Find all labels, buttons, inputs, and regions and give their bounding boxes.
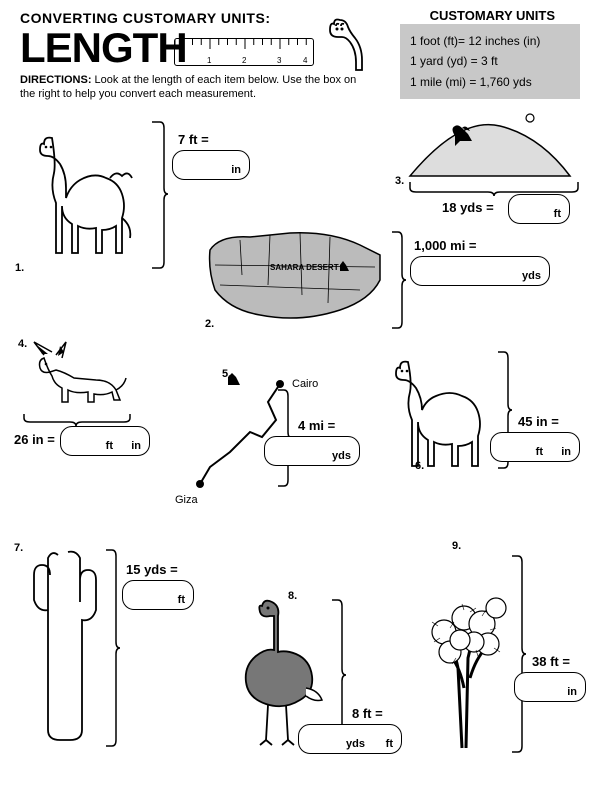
answer-box[interactable]: ft in [490,432,580,462]
fox-image [24,340,134,423]
camel-image [380,346,500,486]
sahara-map-image: SAHARA DESERT [200,225,390,335]
answer-box[interactable]: ft in [60,426,150,456]
answer-unit: in [231,164,241,176]
bracket-icon [390,230,408,330]
bracket-icon [510,554,526,754]
ruler-graphic: 1 2 3 4 [174,38,314,66]
given-value: 38 ft = [532,654,570,669]
answer-unit: ft [554,208,561,220]
answer-unit: in [567,686,577,698]
bracket-icon [150,120,170,270]
city-label: Giza [175,494,198,506]
problem-number: 4. [18,338,27,350]
ruler-num-4: 4 [303,56,307,65]
reference-box: 1 foot (ft)= 12 inches (in) 1 yard (yd) … [400,24,580,99]
reference-line: 1 yard (yd) = 3 ft [410,51,570,71]
problem-number: 7. [14,542,23,554]
given-value: 4 mi = [298,418,335,433]
given-value: 7 ft = [178,132,209,147]
ruler-num-2: 2 [242,56,246,65]
answer-unit: in [131,440,141,452]
city-label: Cairo [292,378,318,390]
given-value: 45 in = [518,414,559,429]
problem-number: 3. [395,175,404,187]
answer-box[interactable]: yds [410,256,550,286]
answer-unit: yds [522,270,541,282]
camel-image [22,118,152,278]
problem-number: 1. [15,262,24,274]
answer-box[interactable]: ft [122,580,194,610]
answer-unit: in [561,446,571,458]
header-big-title: LENGTH [20,24,187,72]
problem-number: 9. [452,540,461,552]
answer-unit: ft [178,594,185,606]
given-value: 8 ft = [352,706,383,721]
answer-box[interactable]: in [172,150,250,180]
directions-text: DIRECTIONS: Look at the length of each i… [20,74,360,102]
reference-line: 1 foot (ft)= 12 inches (in) [410,31,570,51]
problem-number: 2. [205,318,214,330]
directions-label: DIRECTIONS: [20,74,92,86]
answer-box[interactable]: in [514,672,586,702]
problem-number: 8. [288,590,297,602]
reference-title: CUSTOMARY UNITS [430,8,555,23]
ruler-num-3: 3 [277,56,281,65]
answer-unit: ft [386,738,393,750]
ruler-num-1: 1 [207,56,211,65]
answer-unit: yds [332,450,351,462]
answer-box[interactable]: ft [508,194,570,224]
given-value: 1,000 mi = [414,238,477,253]
given-value: 26 in = [14,432,55,447]
problem-number: 6. [415,460,424,472]
answer-unit: yds [346,738,365,750]
answer-box[interactable]: yds ft [298,724,402,754]
tree-image [416,548,521,763]
dune-image [400,106,580,191]
map-label: SAHARA DESERT [270,263,339,272]
camel-head-icon [320,12,375,77]
answer-box[interactable]: yds [264,436,360,466]
bracket-icon [104,548,120,748]
cactus-image [18,540,108,755]
reference-line: 1 mile (mi) = 1,760 yds [410,72,570,92]
bracket-icon [22,412,132,426]
given-value: 18 yds = [442,200,494,215]
given-value: 15 yds = [126,562,178,577]
answer-unit: ft [536,446,543,458]
answer-unit: ft [106,440,113,452]
